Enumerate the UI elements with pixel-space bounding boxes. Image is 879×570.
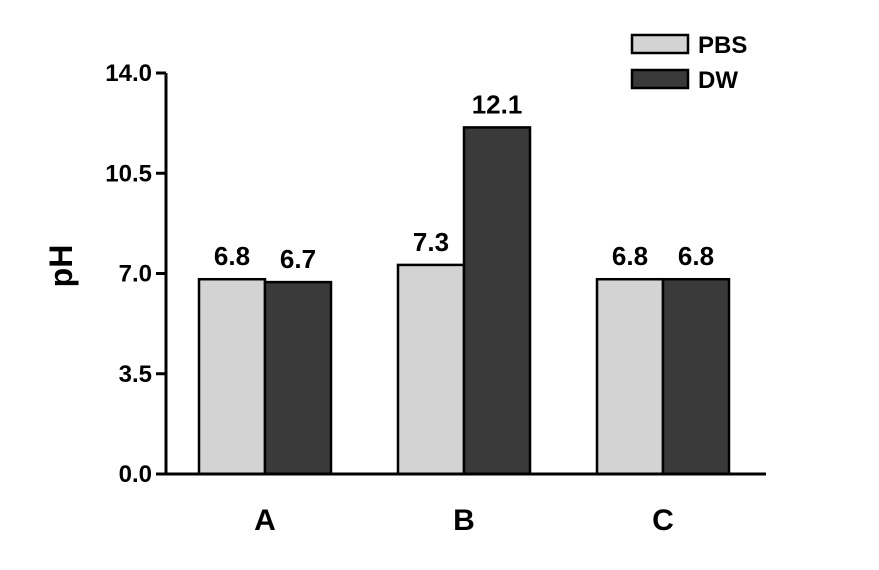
- data-label-dw-a: 6.7: [280, 244, 316, 274]
- data-label-pbs-b: 7.3: [413, 227, 449, 257]
- bar-dw-c: [661, 277, 731, 476]
- data-label-pbs-c: 6.8: [612, 241, 648, 271]
- bar-dw-b: [462, 126, 532, 476]
- x-categories-layer: A B C: [254, 504, 674, 537]
- legend-label-pbs: PBS: [698, 32, 747, 59]
- bar-pbs-a: [197, 277, 267, 476]
- y-tick-label: 3.5: [119, 361, 152, 388]
- y-tick-label: 7.0: [119, 261, 152, 288]
- bar-pbs-c: [595, 277, 665, 476]
- bar-pbs-b: [396, 263, 466, 476]
- data-labels-layer: 6.8 7.3 6.8 6.7 12.1 6.8: [214, 89, 714, 274]
- legend: PBS DW: [630, 32, 747, 94]
- legend-swatch-dw: [630, 68, 690, 90]
- data-label-dw-c: 6.8: [678, 241, 714, 271]
- y-tick-label: 10.5: [105, 160, 152, 187]
- bar-dw-a: [263, 280, 333, 476]
- bars-layer: [197, 126, 731, 476]
- x-category-label: B: [453, 504, 475, 537]
- y-tick-label: 14.0: [105, 60, 152, 87]
- y-axis-title: pH: [43, 245, 79, 288]
- data-label-pbs-a: 6.8: [214, 241, 250, 271]
- x-category-label: C: [652, 504, 674, 537]
- data-label-dw-b: 12.1: [472, 89, 523, 119]
- legend-label-dw: DW: [698, 67, 738, 94]
- x-category-label: A: [254, 504, 276, 537]
- y-ticks-layer: 0.0 3.5 7.0 10.5 14.0: [105, 60, 166, 488]
- y-tick-label: 0.0: [119, 461, 152, 488]
- legend-swatch-pbs: [630, 33, 690, 55]
